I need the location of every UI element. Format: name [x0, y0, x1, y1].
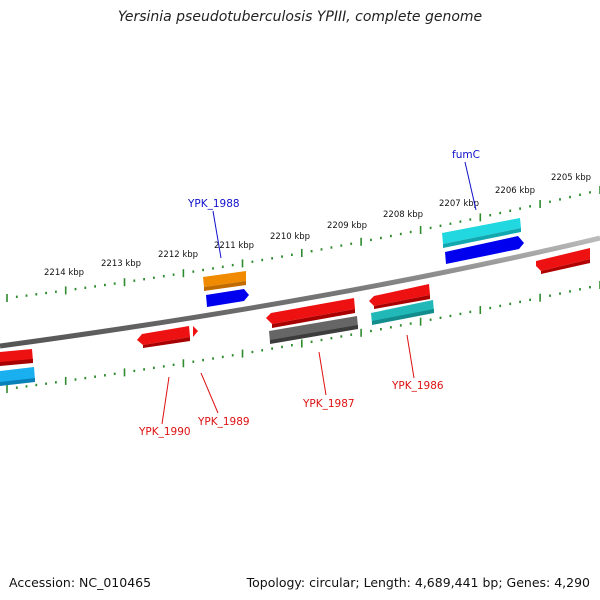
gene-ypk1987-red[interactable]	[266, 298, 355, 324]
ruler-tick-label: 2205 kbp	[551, 173, 591, 183]
gene-fumC-blue[interactable]	[445, 236, 524, 264]
genome-info-label: Topology: circular; Length: 4,689,441 bp…	[246, 575, 590, 590]
leader-ypk1988	[212, 210, 222, 259]
gene-ypk1987-red-shade	[272, 309, 355, 328]
genome-title: Yersinia pseudotuberculosis YPIII, compl…	[117, 9, 483, 25]
gene-right-red[interactable]	[536, 248, 590, 271]
gene-ypk1990-red[interactable]	[137, 326, 190, 345]
inner-ruler	[6, 281, 600, 393]
ruler-tick-label: 2214 kbp	[44, 268, 84, 278]
leader-ypk1987	[318, 351, 327, 396]
gene-ypk1987-gray[interactable]	[269, 316, 358, 342]
leader-fumC	[464, 161, 477, 211]
ruler-tick-label: 2213 kbp	[101, 259, 141, 269]
label-ypk1986[interactable]: YPK_1986	[391, 380, 444, 392]
ruler-tick-label: 2210 kbp	[270, 232, 310, 242]
ruler-tick-label: 2206 kbp	[495, 186, 535, 196]
gene-left-red-shade	[0, 359, 33, 366]
label-ypk1989[interactable]: YPK_1989	[197, 416, 250, 428]
leader-ypk1986	[406, 334, 415, 379]
label-ypk1990[interactable]: YPK_1990	[138, 426, 191, 438]
label-ypk1987[interactable]: YPK_1987	[302, 398, 355, 410]
ruler-tick-label: 2212 kbp	[158, 250, 198, 260]
ruler-labels: 2214 kbp 2213 kbp 2212 kbp 2211 kbp 2210 kbp…	[44, 173, 591, 278]
label-ypk1988[interactable]: YPK_1988	[187, 198, 240, 210]
ruler-tick-label: 2207 kbp	[439, 199, 479, 209]
gene-ypk1989-red[interactable]	[193, 326, 198, 337]
label-fumC[interactable]: fumC	[452, 149, 480, 161]
gene-ypk1990-red-shade	[143, 337, 190, 348]
leader-ypk1989	[200, 372, 219, 414]
genome-backbone	[0, 235, 600, 349]
gene-ypk1988-orange-shade	[204, 281, 246, 291]
ruler-tick-label: 2211 kbp	[214, 241, 254, 251]
gene-ypk1986-teal[interactable]	[371, 300, 434, 324]
ruler-tick-label: 2209 kbp	[327, 221, 367, 231]
gene-ypk1986-teal-shade	[372, 309, 434, 325]
gene-ypk1988-blue[interactable]	[206, 289, 249, 307]
gene-fumC-cyan-shade	[443, 228, 521, 248]
gene-ypk1986-red-shade	[374, 295, 430, 309]
gene-ypk1988-orange[interactable]	[203, 271, 246, 287]
accession-label: Accession: NC_010465	[9, 575, 152, 590]
ruler-tick-label: 2208 kbp	[383, 210, 423, 220]
gene-ypk1986-red[interactable]	[369, 284, 430, 306]
gene-fumC-cyan[interactable]	[442, 218, 521, 244]
leader-ypk1990	[161, 376, 170, 425]
outer-ruler	[6, 186, 600, 302]
gene-right-red-shade	[541, 259, 590, 274]
gene-ypk1987-gray-shade	[270, 325, 358, 344]
gene-left-skyblue-shade	[0, 378, 35, 386]
